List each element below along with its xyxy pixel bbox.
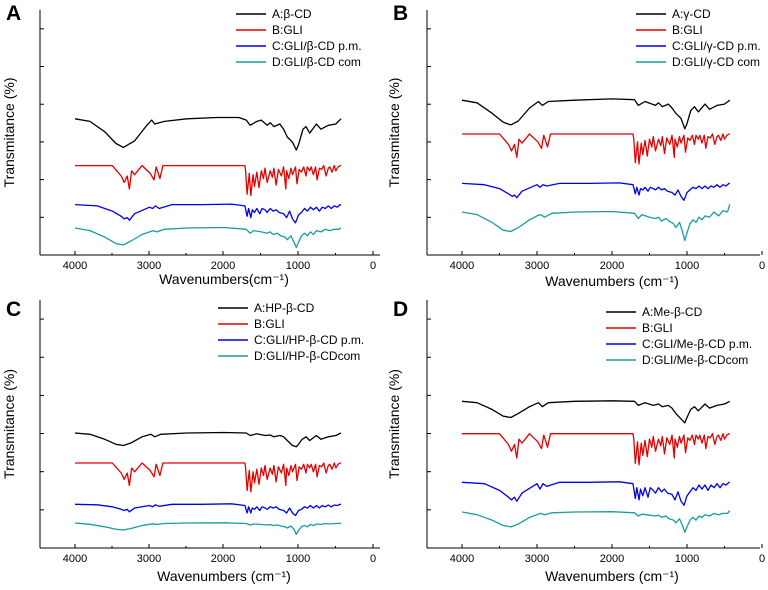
panel-c: C 4000 3000 2000 1000 0 Wavenumbers (cm⁻¹) Tran… — [1, 298, 380, 584]
x-tick-label: 1000 — [675, 260, 699, 272]
y-axis-title: Transmitance (%) — [1, 369, 17, 479]
series-line-2 — [75, 164, 341, 197]
legend-label: C:GLI/γ-CD p.m. — [672, 39, 761, 53]
panel-d: D 4000 3000 2000 1000 0 Wavenumbers (cm⁻¹) Tran… — [386, 298, 765, 584]
series-line-4 — [461, 510, 731, 533]
legend-label: D:GLI/HP-β-CDcom — [254, 349, 360, 363]
x-tick-label: 2000 — [600, 260, 624, 272]
series-line-3 — [461, 481, 730, 506]
x-tick-label: 2000 — [211, 553, 235, 565]
x-tick-label: 1000 — [675, 553, 699, 565]
legend-label: A:γ-CD — [672, 7, 711, 21]
x-tick-label: 0 — [759, 260, 765, 272]
x-tick-label: 4000 — [450, 553, 474, 565]
x-tick-label: 1000 — [286, 553, 310, 565]
x-tick-label: 4000 — [63, 553, 87, 565]
series-line-3 — [74, 503, 341, 517]
series-line-3 — [74, 203, 341, 224]
x-tick-label: 2000 — [211, 260, 235, 272]
x-tick-label: 3000 — [525, 260, 549, 272]
series-line-2 — [75, 462, 341, 493]
panel-b: B 4000 3000 2000 1000 0 Wavenumbers (cm⁻¹) Tran… — [386, 2, 765, 289]
y-axis-title: Transmitance (%) — [386, 78, 402, 188]
legend-label: D:GLI/Me-β-CDcom — [642, 353, 748, 367]
legend-label: A:β-CD — [272, 7, 312, 21]
x-tick-label: 4000 — [63, 260, 87, 272]
y-axis-title: Transmitance (%) — [1, 78, 17, 188]
series-line-2 — [462, 133, 730, 165]
series-line-1 — [74, 431, 342, 448]
series-line-4 — [74, 226, 342, 249]
panel-letter: A — [6, 2, 21, 25]
x-axis-title: Wavenumbers (cm⁻¹) — [545, 568, 679, 584]
x-tick-label: 3000 — [137, 553, 161, 565]
series-line-2 — [462, 433, 730, 466]
panel-letter: D — [393, 298, 408, 321]
x-axis-title: Wavenumbers (cm⁻¹) — [545, 273, 679, 289]
x-axis-title: Wavenumbers (cm⁻¹) — [157, 568, 291, 584]
series-line-4 — [74, 522, 342, 535]
x-tick-label: 4000 — [450, 260, 474, 272]
legend-label: B:GLI — [642, 321, 673, 335]
series-line-1 — [461, 98, 731, 130]
legend-label: B:GLI — [272, 23, 303, 37]
x-axis-title: Wavenumbers(cm⁻¹) — [159, 271, 289, 287]
legend-label: A:HP-β-CD — [254, 301, 315, 315]
legend-label: C:GLI/Me-β-CD p.m. — [642, 337, 752, 351]
y-axis-title: Transmitance (%) — [386, 369, 402, 479]
x-tick-label: 0 — [759, 553, 765, 565]
legend-label: C:GLI/β-CD p.m. — [272, 39, 362, 53]
panel-letter: B — [393, 2, 408, 25]
x-tick-label: 0 — [370, 260, 376, 272]
series-line-1 — [74, 116, 342, 151]
legend-label: D:GLI/β-CD com — [272, 55, 361, 69]
x-tick-label: 3000 — [525, 553, 549, 565]
x-tick-label: 1000 — [286, 260, 310, 272]
x-tick-label: 0 — [370, 553, 376, 565]
legend-label: C:GLI/HP-β-CD p.m. — [254, 333, 364, 347]
panel-letter: C — [6, 298, 21, 321]
series-line-4 — [461, 204, 731, 242]
legend-label: D:GLI/γ-CD com — [672, 55, 760, 69]
series-line-1 — [461, 400, 731, 424]
legend-label: A:Me-β-CD — [642, 305, 703, 319]
legend-label: B:GLI — [672, 23, 703, 37]
x-tick-label: 2000 — [600, 553, 624, 565]
x-tick-label: 3000 — [137, 260, 161, 272]
legend-label: B:GLI — [254, 317, 285, 331]
series-line-3 — [461, 182, 730, 201]
panel-a: A 4000 3000 2000 1000 0 Wavenumbers(cm⁻¹) Trans… — [1, 2, 380, 287]
